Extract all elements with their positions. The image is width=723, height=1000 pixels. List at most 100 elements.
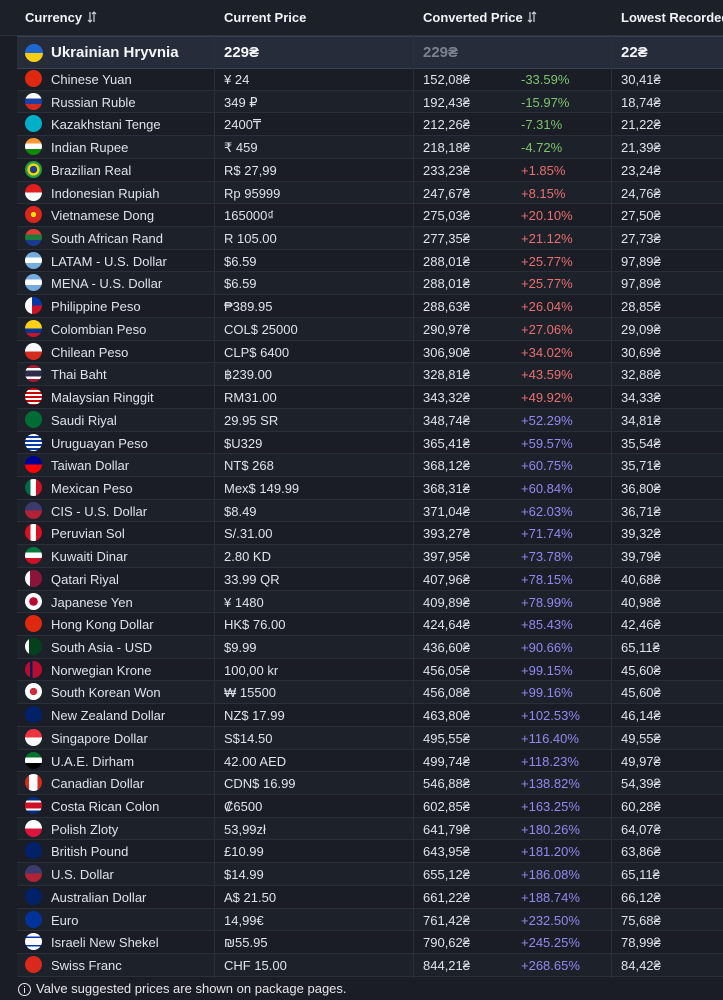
converted-price: 456,05₴ (423, 662, 470, 678)
currency-row: Kazakhstani Tenge 2400₸ 212,26₴ -7.31% 21,22… (17, 113, 723, 137)
flag-icon (25, 728, 42, 746)
currency-row: Indian Rupee ₹ 459 218,18₴ -4.72% 21,39₴ (17, 136, 723, 159)
current-price: ₡6500 (224, 799, 263, 815)
price-difference: +73.78% (521, 549, 573, 565)
current-price: CDN$ 16.99 (224, 776, 296, 792)
flag-icon (25, 365, 42, 383)
lowest-recorded: 29,09₴ (621, 321, 661, 337)
price-difference: +181.20% (521, 844, 580, 860)
current-price: 349 ₽ (224, 94, 258, 110)
currency-name: Indian Rupee (51, 140, 129, 156)
lowest-recorded: 40,68₴ (621, 571, 661, 587)
lowest-recorded: 65,11₴ (621, 640, 660, 655)
price-difference: +49.92% (521, 390, 573, 406)
lowest-recorded: 34,81₴ (621, 412, 661, 428)
lowest-recorded: 36,71₴ (621, 503, 661, 519)
current-price: ¥ 1480 (224, 594, 264, 610)
converted-price: 212,26₴ (423, 117, 470, 133)
price-difference: +78.99% (521, 594, 573, 610)
column-header[interactable]: Lowest Recorded (621, 10, 723, 25)
current-price: R$ 27,99 (224, 162, 277, 178)
price-difference: +78.15% (521, 571, 573, 587)
base-lowest: 22₴ (621, 44, 648, 61)
price-difference: +21.12% (521, 231, 573, 247)
currency-row: Costa Rican Colon ₡6500 602,85₴ +163.25% 60,… (17, 795, 723, 818)
price-difference: +188.74% (521, 889, 580, 905)
converted-price: 328,81₴ (423, 367, 470, 383)
current-price: 29.95 SR (224, 412, 279, 428)
flag-icon (25, 160, 42, 178)
converted-price: 436,60₴ (423, 640, 470, 655)
currency-name: Israeli New Shekel (51, 935, 159, 951)
current-price: $6.59 (224, 253, 257, 269)
currency-name: LATAM - U.S. Dollar (51, 253, 167, 269)
converted-price: 192,43₴ (423, 94, 470, 110)
currency-name: Japanese Yen (51, 594, 133, 610)
price-difference: +102.53% (521, 708, 580, 724)
currency-row: South Korean Won ₩ 15500 456,08₴ +99.16% 45,… (17, 681, 723, 705)
current-price: 42.00 AED (224, 753, 287, 769)
flag-icon (25, 319, 42, 337)
column-divider (214, 36, 215, 978)
currency-name: Singapore Dollar (51, 730, 148, 746)
currency-row: Malaysian Ringgit RM31.00 343,32₴ +49.92% 34… (17, 386, 723, 409)
lowest-recorded: 54,39₴ (621, 776, 661, 792)
currency-name: Philippine Peso (51, 299, 141, 315)
currency-row: Hong Kong Dollar HK$ 76.00 424,64₴ +85.43% 4… (17, 613, 723, 636)
column-divider (413, 36, 414, 978)
price-difference: +26.04% (521, 299, 573, 315)
current-price: ₩ 15500 (224, 685, 277, 701)
currency-name: Saudi Riyal (51, 412, 117, 428)
info-icon (18, 983, 31, 996)
converted-price: 218,18₴ (423, 140, 470, 156)
current-price: ₱389.95 (224, 299, 273, 315)
current-price: COL$ 25000 (224, 321, 298, 337)
converted-price: 643,95₴ (423, 844, 470, 860)
currency-row: Uruguayan Peso $U329 365,41₴ +59.57% 35,54₴ (17, 432, 723, 455)
current-price: $8.49 (224, 503, 257, 519)
column-header[interactable]: Converted Price (423, 10, 523, 25)
currency-row: Vietnamese Dong 165000₫ 275,03₴ +20.10% 27,5… (17, 204, 723, 228)
currency-name: Indonesian Rupiah (51, 185, 160, 201)
price-difference: +99.15% (521, 662, 573, 678)
price-difference: -4.72% (521, 140, 563, 156)
sort-icon[interactable] (527, 11, 537, 23)
current-price: $14.99 (224, 867, 264, 883)
currency-row: Kuwaiti Dinar 2.80 KD 397,95₴ +73.78% 39,79₴ (17, 545, 723, 568)
flag-icon (25, 819, 42, 837)
flag-icon (25, 933, 42, 951)
flag-icon (25, 797, 42, 815)
converted-price: 661,22₴ (423, 889, 470, 905)
current-price: Mex$ 149.99 (224, 480, 300, 496)
current-price: $9.99 (224, 640, 257, 655)
flag-icon (25, 297, 42, 315)
converted-price: 655,12₴ (423, 867, 470, 883)
price-difference: +20.10% (521, 208, 573, 224)
converted-price: 343,32₴ (423, 390, 470, 406)
lowest-recorded: 27,50₴ (621, 208, 661, 224)
converted-price: 546,88₴ (423, 776, 470, 792)
sort-icon[interactable] (87, 11, 97, 23)
currency-name: Australian Dollar (51, 889, 147, 905)
flag-icon (25, 751, 42, 769)
currency-name: South African Rand (51, 231, 164, 247)
price-difference: +25.77% (521, 276, 573, 292)
price-difference: +268.65% (521, 958, 580, 974)
converted-price: 348,74₴ (423, 412, 470, 428)
lowest-recorded: 30,41₴ (621, 72, 661, 87)
converted-price: 844,21₴ (423, 958, 470, 974)
price-difference: +138.82% (521, 776, 580, 792)
lowest-recorded: 35,71₴ (621, 458, 661, 474)
currency-name: New Zealand Dollar (51, 708, 166, 724)
currency-row: Japanese Yen ¥ 1480 409,89₴ +78.99% 40,98₴ (17, 590, 723, 614)
currency-name: MENA - U.S. Dollar (51, 276, 163, 292)
current-price: NT$ 268 (224, 458, 274, 474)
lowest-recorded: 27,73₴ (621, 231, 661, 247)
price-difference: +90.66% (521, 640, 573, 655)
flag-icon (25, 70, 42, 87)
column-header[interactable]: Current Price (224, 10, 307, 25)
currency-name: Norwegian Krone (51, 662, 152, 678)
price-difference: +118.23% (521, 753, 579, 769)
column-header[interactable]: Currency (25, 10, 83, 25)
